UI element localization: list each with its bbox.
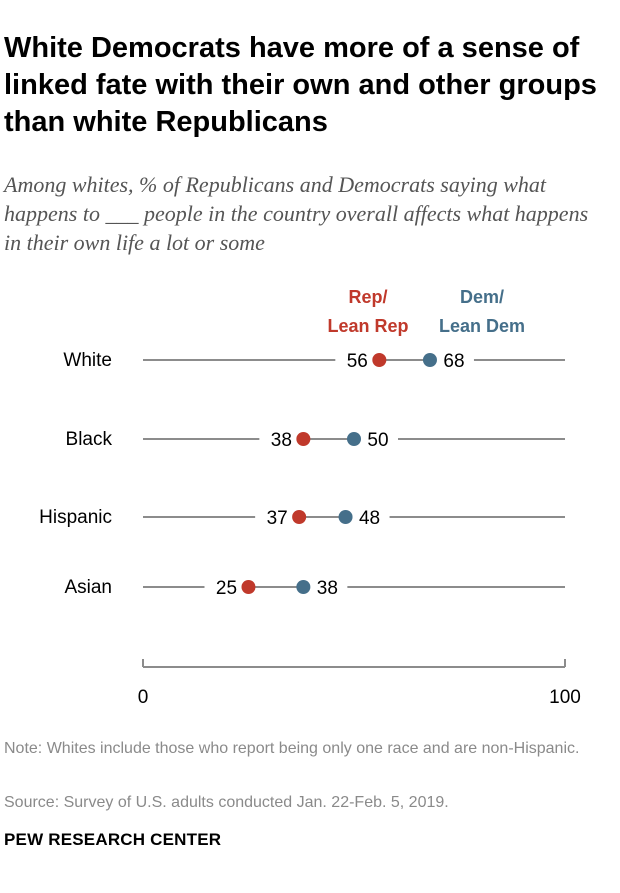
legend-label-rep: Lean Rep bbox=[327, 316, 408, 336]
legend-label-dem: Lean Dem bbox=[439, 316, 525, 336]
value-label-rep-asian: 25 bbox=[216, 578, 237, 599]
value-label-dem-white: 68 bbox=[443, 351, 464, 372]
value-label-dem-hispanic: 48 bbox=[359, 508, 380, 529]
legend-label-rep: Rep/ bbox=[348, 287, 387, 307]
brand-label: PEW RESEARCH CENTER bbox=[4, 830, 222, 849]
chart-subtitle: Among whites, % of Republicans and Democ… bbox=[4, 172, 589, 255]
category-label-hispanic: Hispanic bbox=[39, 507, 112, 528]
x-tick-label-0: 0 bbox=[138, 687, 149, 708]
dot-dem-hispanic bbox=[338, 510, 353, 524]
value-label-rep-white: 56 bbox=[347, 351, 368, 372]
dot-rep-hispanic bbox=[292, 510, 307, 524]
dot-rep-asian bbox=[241, 580, 256, 594]
legend-label-dem: Dem/ bbox=[460, 287, 504, 307]
x-tick-label-100: 100 bbox=[549, 687, 581, 708]
source-text: Source: Survey of U.S. adults conducted … bbox=[4, 794, 449, 811]
category-label-white: White bbox=[63, 350, 112, 371]
value-label-rep-hispanic: 37 bbox=[267, 508, 288, 529]
value-label-dem-black: 50 bbox=[367, 430, 388, 451]
dot-plot: Rep/Lean Rep Dem/Lean Dem White 56 68 Black 38… bbox=[39, 287, 581, 708]
dot-rep-white bbox=[372, 353, 387, 367]
dot-rep-black bbox=[296, 432, 311, 446]
value-label-dem-asian: 38 bbox=[317, 578, 338, 599]
value-label-rep-black: 38 bbox=[271, 430, 292, 451]
dot-dem-black bbox=[347, 432, 361, 446]
note-text: Note: Whites include those who report be… bbox=[4, 740, 580, 757]
category-label-asian: Asian bbox=[64, 577, 112, 598]
dot-dem-white bbox=[422, 353, 437, 367]
chart-title: White Democrats have more of a sense of … bbox=[4, 32, 597, 138]
category-label-black: Black bbox=[66, 429, 113, 450]
dot-dem-asian bbox=[296, 580, 311, 594]
